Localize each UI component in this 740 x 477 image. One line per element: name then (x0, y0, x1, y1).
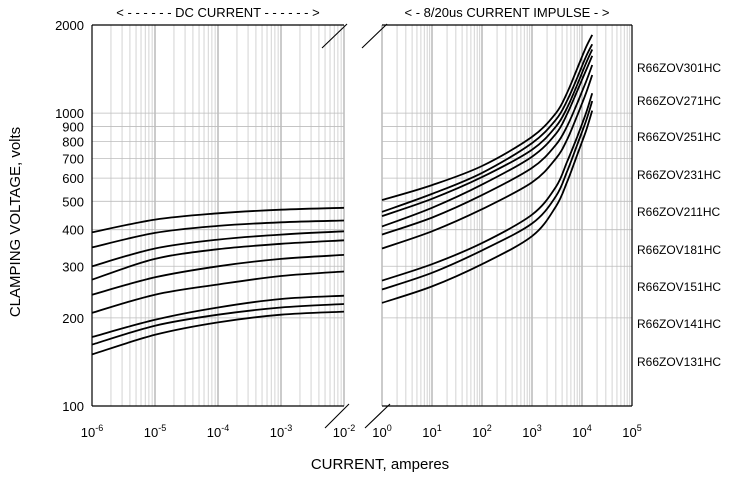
break-mark (364, 403, 391, 429)
series-line-dc (91, 206, 345, 234)
series-label: R66ZOV131HC (637, 355, 721, 369)
y-tick-label: 2000 (55, 18, 84, 33)
y-tick-label: 700 (62, 152, 84, 167)
x-tick-exponent: -2 (347, 423, 355, 433)
series-label: R66ZOV151HC (637, 280, 721, 294)
break-mark (361, 23, 388, 49)
panel-header-impulse: < - 8/20us CURRENT IMPULSE - > (405, 5, 610, 20)
series-line-dc (91, 230, 345, 268)
x-tick-label: 10-3 (270, 423, 292, 440)
x-tick-label: 10-4 (207, 423, 229, 440)
x-tick-base: 10 (207, 425, 221, 440)
series-line-dc (91, 303, 345, 346)
series-line-impulse (381, 34, 594, 201)
panel-headers: < - - - - - - DC CURRENT - - - - - - > < … (116, 5, 609, 20)
series-label: R66ZOV271HC (637, 94, 721, 108)
series-label: R66ZOV181HC (637, 243, 721, 257)
series-line-impulse (381, 55, 594, 228)
x-tick-base: 10 (333, 425, 347, 440)
x-tick-labels: 10-6 10-5 10-4 10-3 10-2 100 101 102 103 104 105 (81, 423, 642, 440)
x-tick-exponent: 5 (637, 423, 642, 433)
x-tick-base: 10 (144, 425, 158, 440)
y-tick-label: 300 (62, 259, 84, 274)
x-tick-base: 10 (422, 425, 436, 440)
axis-break-marks (321, 23, 391, 429)
x-tick-label: 104 (572, 423, 591, 440)
plot-frames (91, 24, 633, 407)
series-line-dc (91, 239, 345, 281)
break-mark (321, 23, 348, 49)
x-tick-label: 10-5 (144, 423, 166, 440)
y-tick-label: 500 (62, 194, 84, 209)
y-axis-title: CLAMPING VOLTAGE, volts (7, 127, 24, 317)
series-line-impulse (381, 100, 594, 291)
x-axis-title: CURRENT, amperes (311, 456, 449, 473)
x-tick-label: 10-2 (333, 423, 355, 440)
series-line-impulse (381, 49, 594, 217)
series-line-impulse (381, 74, 594, 250)
series-labels: R66ZOV301HC R66ZOV271HC R66ZOV251HC R66ZOV2… (637, 61, 721, 369)
x-tick-exponent: -6 (95, 423, 103, 433)
x-tick-exponent: -4 (221, 423, 229, 433)
x-tick-label: 103 (522, 423, 541, 440)
x-tick-base: 10 (270, 425, 284, 440)
x-tick-exponent: 0 (387, 423, 392, 433)
series-label: R66ZOV301HC (637, 61, 721, 75)
x-tick-label: 101 (422, 423, 441, 440)
series-line-dc (91, 270, 345, 314)
y-tick-label: 800 (62, 135, 84, 150)
x-tick-label: 100 (372, 423, 391, 440)
y-tick-label: 100 (62, 399, 84, 414)
x-tick-exponent: 4 (587, 423, 592, 433)
x-tick-label: 105 (622, 423, 641, 440)
x-tick-exponent: 3 (537, 423, 542, 433)
series-label: R66ZOV141HC (637, 317, 721, 331)
series-label: R66ZOV211HC (637, 205, 720, 219)
series-label: R66ZOV251HC (637, 130, 721, 144)
series-line-impulse (381, 92, 594, 282)
series-line-impulse (381, 64, 594, 236)
x-tick-exponent: -3 (284, 423, 292, 433)
x-tick-exponent: 2 (487, 423, 492, 433)
x-tick-base: 10 (472, 425, 486, 440)
break-mark (324, 403, 350, 429)
x-tick-exponent: -5 (158, 423, 166, 433)
x-tick-base: 10 (622, 425, 636, 440)
series-line-dc (91, 294, 345, 338)
y-tick-label: 400 (62, 223, 84, 238)
y-tick-label: 600 (62, 171, 84, 186)
x-tick-base: 10 (522, 425, 536, 440)
series-line-dc (91, 254, 345, 296)
series-line-impulse (381, 110, 594, 304)
x-tick-exponent: 1 (437, 423, 442, 433)
series-line-dc (91, 310, 345, 356)
series-line-dc (91, 219, 345, 249)
panel-header-dc: < - - - - - - DC CURRENT - - - - - - > (116, 5, 319, 20)
y-tick-label: 1000 (55, 106, 84, 121)
series-line-impulse (381, 43, 594, 213)
x-tick-base: 10 (572, 425, 586, 440)
series-lines (91, 34, 594, 356)
x-tick-base: 10 (372, 425, 386, 440)
x-tick-label: 10-6 (81, 423, 103, 440)
x-tick-label: 102 (472, 423, 491, 440)
series-label: R66ZOV231HC (637, 168, 721, 182)
y-tick-label: 200 (62, 311, 84, 326)
x-tick-base: 10 (81, 425, 95, 440)
y-tick-label: 900 (62, 120, 84, 135)
